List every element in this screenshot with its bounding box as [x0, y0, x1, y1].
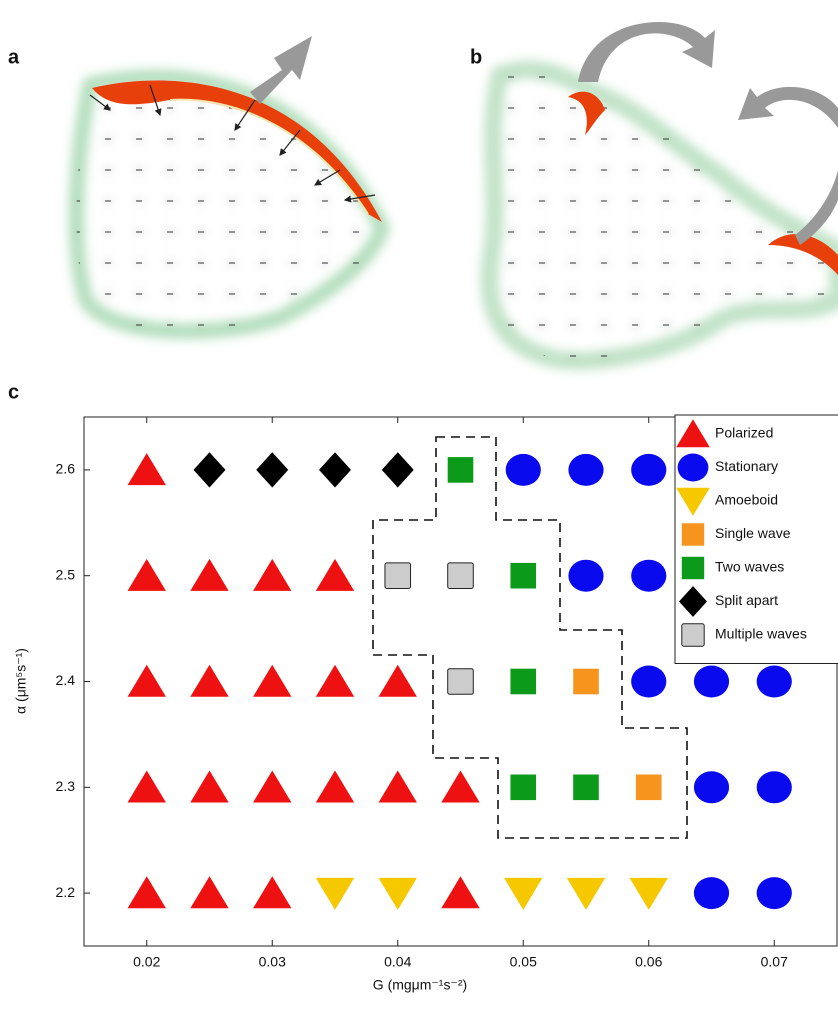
page: a b c G (mgμm⁻¹s⁻²) α (μm⁵s⁻¹) 0.02 0.03 0… [0, 0, 838, 1011]
cell-image-b [489, 22, 838, 361]
marker [631, 666, 666, 698]
marker [631, 560, 666, 592]
legend-label: Polarized [715, 425, 773, 441]
legend-marker [682, 523, 704, 545]
marker [510, 669, 536, 695]
marker [757, 877, 792, 909]
y-tick-label: 2.3 [56, 778, 76, 794]
legend: Polarized Stationary Amoeboid Single wave Tw… [675, 415, 838, 664]
marker [694, 666, 729, 698]
panel-label: a [8, 46, 20, 68]
marker [573, 775, 599, 801]
marker [631, 454, 666, 486]
x-tick-label: 0.07 [761, 954, 788, 970]
legend-marker [682, 624, 704, 646]
marker [757, 771, 792, 803]
marker [448, 669, 474, 695]
panel-label: c [8, 381, 19, 403]
legend-label: Two waves [715, 559, 784, 575]
y-tick-label: 2.4 [56, 672, 76, 688]
marker [510, 563, 536, 589]
legend-label: Stationary [715, 458, 778, 474]
legend-marker [682, 557, 704, 579]
y-tick-label: 2.5 [56, 566, 76, 582]
marker [694, 877, 729, 909]
marker [636, 775, 662, 801]
x-tick-label: 0.03 [259, 954, 286, 970]
legend-label: Multiple waves [715, 626, 807, 642]
marker [568, 454, 603, 486]
y-axis-label: α (μm⁵s⁻¹) [13, 648, 29, 714]
marker [506, 454, 541, 486]
legend-label: Split apart [715, 592, 778, 608]
panel-label: b [470, 46, 482, 68]
cell-image-a [76, 36, 382, 331]
marker [573, 669, 599, 695]
legend-marker [678, 454, 709, 482]
figure: a b c G (mgμm⁻¹s⁻²) α (μm⁵s⁻¹) 0.02 0.03 0… [0, 0, 838, 1006]
x-tick-label: 0.05 [510, 954, 537, 970]
legend-label: Single wave [715, 525, 791, 541]
x-tick-label: 0.02 [133, 954, 160, 970]
x-axis-label: G (mgμm⁻¹s⁻²) [373, 977, 467, 993]
x-tick-label: 0.06 [635, 954, 662, 970]
x-tick-label: 0.04 [384, 954, 411, 970]
marker [568, 560, 603, 592]
y-tick-label: 2.2 [56, 884, 76, 900]
marker [448, 563, 474, 589]
legend-label: Amoeboid [715, 492, 778, 508]
marker [510, 775, 536, 801]
marker [385, 563, 411, 589]
y-tick-label: 2.6 [56, 461, 76, 477]
marker [448, 457, 474, 483]
marker [757, 666, 792, 698]
marker [694, 771, 729, 803]
